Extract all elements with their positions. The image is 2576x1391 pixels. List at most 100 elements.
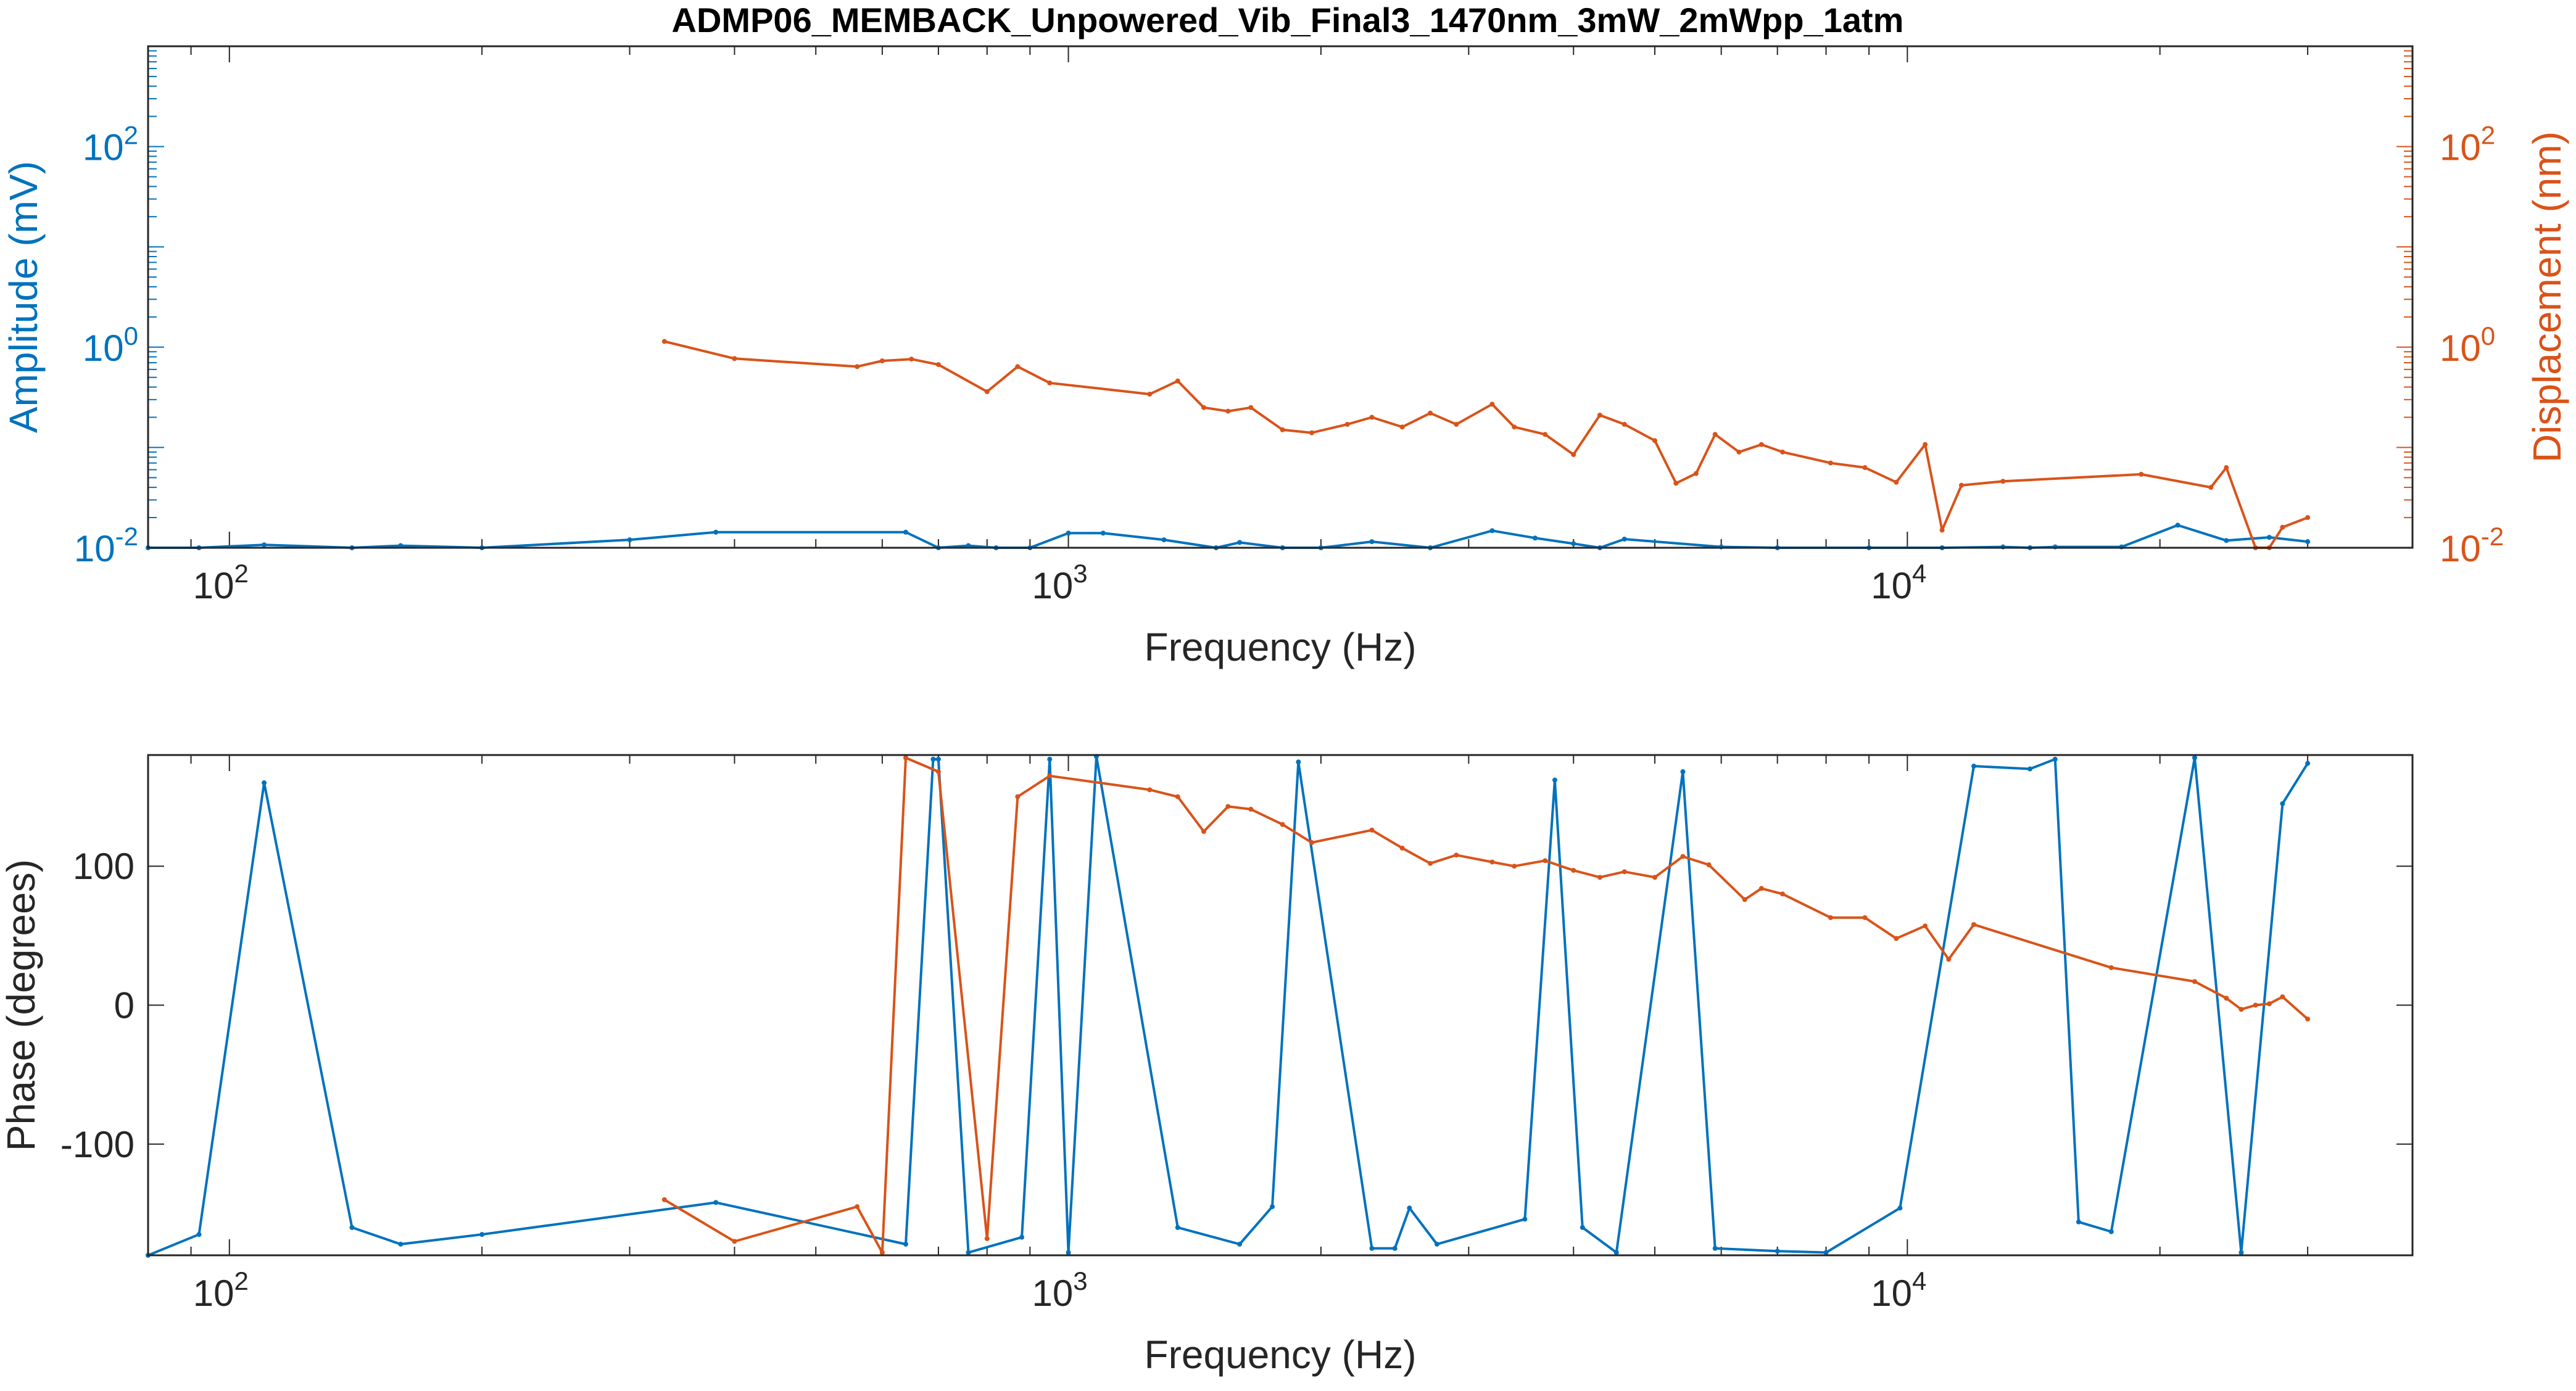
phase-amplitude-series-point [2305, 761, 2311, 766]
phase-displacement-series-point [1280, 822, 1285, 827]
displacement-series-point [2305, 515, 2311, 521]
phase-amplitude-series-point [1066, 1250, 1071, 1255]
phase-amplitude-series-point [1613, 1250, 1619, 1255]
phase-displacement-series-point [1742, 897, 1747, 902]
displacement-series-point [1758, 442, 1764, 447]
displacement-series-point [1780, 449, 1786, 455]
top-right-y-tick-label: 10-2 [2440, 522, 2504, 569]
amplitude-series-point [2305, 539, 2311, 545]
phase-displacement-series-point [1828, 915, 1833, 920]
phase-displacement-series-point [1175, 794, 1180, 799]
phase-displacement-series-point [2192, 979, 2197, 984]
displacement-series-point [732, 356, 737, 361]
displacement-series-point [984, 389, 990, 394]
amplitude-series-point [1571, 541, 1576, 547]
phase-amplitude-series-point [398, 1241, 404, 1247]
phase-amplitude-series-point [1392, 1245, 1398, 1251]
displacement-series-point [1958, 482, 1964, 488]
top-x-tick-label: 104 [1871, 559, 1926, 606]
phase-displacement-series-point [1780, 891, 1786, 897]
phase-amplitude-series-point [349, 1224, 355, 1230]
displacement-series-point [1597, 413, 1602, 418]
displacement-series-point [879, 358, 885, 364]
bottom-y-tick-label: 0 [114, 985, 135, 1026]
phase-amplitude-series-point [1407, 1205, 1412, 1211]
bottom-x-tick-label: 104 [1871, 1266, 1926, 1314]
displacement-series-point [1939, 527, 1945, 533]
displacement-series-point [1489, 402, 1495, 407]
displacement-series-point [1309, 430, 1314, 435]
phase-displacement-series-point [1454, 852, 1459, 858]
phase-amplitude-series-point [1712, 1245, 1718, 1251]
top-x-tick-label: 103 [1032, 559, 1087, 606]
displacement-series-point [855, 364, 860, 369]
phase-amplitude-series-point [2076, 1219, 2081, 1224]
phase-displacement-series-point [1309, 840, 1314, 845]
phase-displacement-series-point [661, 1197, 667, 1202]
displacement-series-point [1894, 479, 1899, 485]
phase-displacement-series-point [1428, 861, 1433, 866]
top-right-y-tick-label: 102 [2440, 121, 2495, 168]
phase-displacement-series-point [879, 1250, 885, 1255]
displacement-series-point [1673, 481, 1679, 486]
phase-amplitude-series-point [479, 1232, 485, 1237]
phase-amplitude-series-point [262, 780, 267, 786]
phase-displacement-series-line [663, 756, 2309, 1254]
phase-displacement-series-point [1923, 923, 1928, 929]
phase-displacement-series-point [2238, 1007, 2244, 1012]
phase-panel: 102 103 104 -100 0 100 Frequency (Hz) Phase (… [0, 754, 2414, 1377]
top-plot-box [147, 45, 2414, 549]
displacement-series-point [1512, 424, 1517, 430]
phase-amplitude-series-point [1369, 1245, 1375, 1251]
displacement-series-point [1454, 421, 1459, 427]
phase-displacement-series-point [732, 1239, 737, 1244]
amplitude-series-point [903, 529, 909, 535]
displacement-series-point [2280, 524, 2285, 530]
phase-displacement-series-point [1971, 922, 1977, 927]
displacement-series-point [2139, 471, 2144, 477]
amplitude-series-point [1533, 535, 1538, 541]
phase-displacement-series-point [1680, 854, 1686, 859]
amplitude-series-point [1621, 536, 1627, 542]
displacement-series-point [661, 339, 667, 344]
displacement-series-line [664, 340, 2308, 549]
amplitude-series-point [1100, 530, 1106, 536]
amplitude-series-point [262, 542, 267, 548]
phase-displacement-series-point [1201, 828, 1206, 834]
amplitude-series-point [2175, 522, 2180, 528]
phase-displacement-series-point [1399, 845, 1405, 851]
phase-amplitude-series-point [903, 1241, 909, 1247]
top-right-y-tick-label: 100 [2440, 321, 2495, 369]
phase-amplitude-series-point [935, 756, 941, 762]
phase-displacement-series-point [1571, 867, 1576, 873]
phase-amplitude-series-point [1971, 764, 1977, 769]
displacement-series-point [1147, 391, 1153, 397]
displacement-series-point [1923, 442, 1928, 447]
phase-amplitude-series-point [2052, 756, 2058, 762]
displacement-series-point [935, 362, 941, 368]
phase-displacement-series-point [1047, 773, 1053, 778]
displacement-series-point [1736, 449, 1742, 455]
displacement-series-point [1175, 378, 1180, 384]
displacement-series-point [2224, 465, 2229, 471]
phase-displacement-series-point [1652, 875, 1657, 880]
phase-amplitude-series-point [2192, 755, 2197, 761]
displacement-series-point [1399, 424, 1405, 430]
phase-amplitude-series-point [2108, 1229, 2114, 1234]
amplitude-series-point [1161, 537, 1167, 543]
bottom-y-axis-label: Phase (degrees) [0, 859, 43, 1151]
phase-amplitude-series-point [1775, 1249, 1780, 1254]
bottom-plot-box [147, 754, 2414, 1257]
phase-displacement-series-point [935, 769, 941, 775]
displacement-series-point [2208, 485, 2214, 490]
phase-displacement-series-point [1147, 787, 1153, 793]
phase-displacement-series-point [2305, 1017, 2311, 1022]
phase-displacement-series-point [855, 1204, 860, 1210]
top-left-y-tick-label: 102 [83, 121, 138, 168]
top-x-axis-label: Frequency (Hz) [1145, 625, 1417, 669]
displacement-series-point [1693, 471, 1699, 476]
phase-displacement-series-point [1225, 804, 1231, 809]
phase-amplitude-series-point [2027, 766, 2033, 772]
phase-displacement-series-point [2266, 1001, 2272, 1007]
